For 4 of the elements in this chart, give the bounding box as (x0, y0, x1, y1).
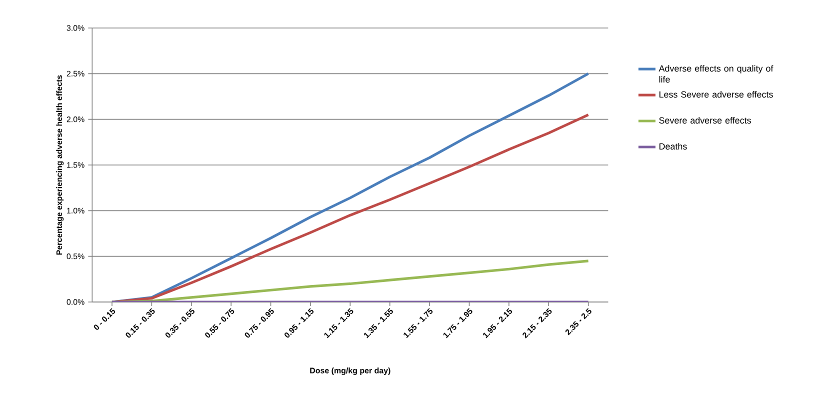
legend-label: Adverse effects on quality of life (658, 65, 774, 83)
legend-label: Severe adverse effects (659, 117, 751, 124)
legend-label: Less Severe adverse effects (659, 91, 773, 98)
legend-label: Deaths (659, 142, 687, 150)
